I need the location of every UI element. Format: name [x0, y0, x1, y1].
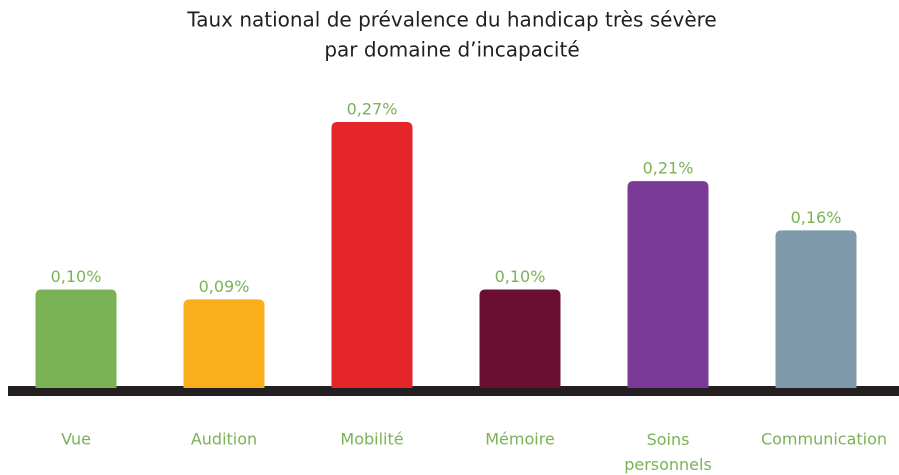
x-tick-label: Communication: [761, 430, 887, 449]
x-tick-label: Audition: [191, 430, 257, 449]
value-label: 0,16%: [791, 208, 842, 227]
x-tick-label: Mémoire: [485, 430, 555, 449]
chart-subtitle: par domaine d’incapacité: [324, 38, 579, 62]
bar: [183, 299, 265, 388]
x-tick-label: Soins personnels: [624, 430, 712, 474]
bar: [35, 289, 117, 388]
bar: [775, 230, 857, 388]
value-label: 0,21%: [643, 159, 694, 178]
bar: [331, 122, 413, 388]
baseline: [8, 386, 899, 396]
value-label: 0,27%: [347, 100, 398, 119]
chart-title: Taux national de prévalence du handicap …: [186, 8, 716, 32]
bar: [627, 181, 709, 388]
x-tick-label: Mobilité: [340, 430, 403, 449]
value-label: 0,09%: [199, 277, 250, 296]
value-label: 0,10%: [51, 267, 102, 286]
value-label: 0,10%: [495, 267, 546, 286]
x-tick-label: Vue: [61, 430, 91, 449]
bar: [479, 289, 561, 388]
